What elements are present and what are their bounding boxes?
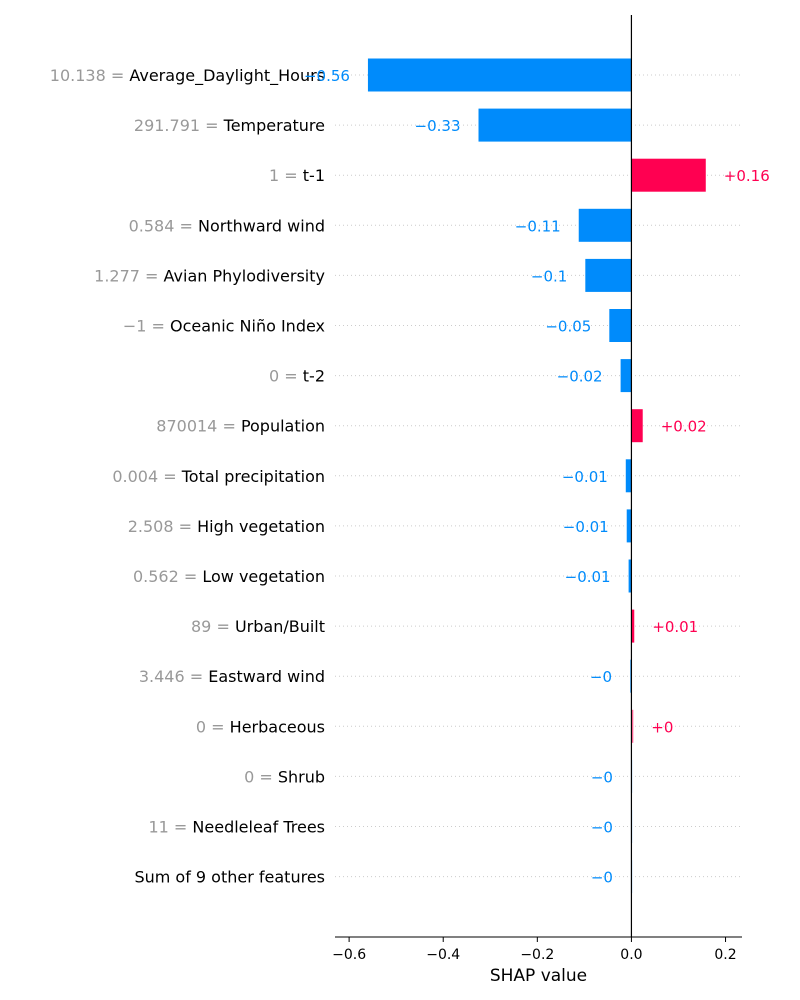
bar-value-label: −0.11 (515, 217, 561, 235)
feature-labels: 10.138 = Average_Daylight_Hours 291.791 =… (50, 66, 325, 887)
feature-label: 0.584 = Northward wind (129, 216, 325, 235)
bar-value-label: +0.02 (661, 418, 707, 436)
feature-value: 0.584 = (129, 216, 198, 235)
x-axis-title: SHAP value (490, 966, 587, 986)
feature-name: Needleleaf Trees (192, 818, 325, 837)
bar-value-label: −0.01 (563, 518, 609, 536)
feature-value: 0.562 = (133, 567, 202, 586)
feature-name: Sum of 9 other features (134, 868, 325, 887)
feature-value: 0.004 = (112, 467, 181, 486)
feature-label: 291.791 = Temperature (134, 116, 325, 135)
feature-name: Temperature (223, 116, 325, 135)
feature-label: 11 = Needleleaf Trees (148, 818, 325, 837)
bar-value-label: −0 (591, 819, 613, 837)
feature-label: 1.277 = Avian Phylodiversity (94, 266, 325, 285)
bar-value-label: −0.01 (562, 468, 608, 486)
shap-bar (578, 208, 632, 242)
feature-value: 89 = (191, 617, 235, 636)
bar-value-label: +0 (651, 718, 673, 736)
bar-value-label: +0.01 (652, 618, 698, 636)
feature-name: Population (241, 417, 325, 436)
grid-lines (335, 74, 742, 878)
bar-value-label: −0.05 (545, 318, 591, 336)
shap-bar (609, 309, 632, 342)
feature-value: 291.791 = (134, 116, 224, 135)
feature-name: Oceanic Niño Index (170, 317, 325, 336)
bar-value-label: −0.02 (557, 368, 603, 386)
bar-value-label: −0.1 (531, 267, 567, 285)
feature-value: 1 = (269, 166, 303, 185)
feature-label: 0.562 = Low vegetation (133, 567, 325, 586)
x-axis: −0.6 −0.4 −0.2 0.0 0.2 (332, 936, 742, 963)
feature-value: 3.446 = (139, 667, 208, 686)
feature-name: Avian Phylodiversity (164, 266, 325, 285)
x-tick-label: −0.2 (520, 947, 554, 963)
shap-bar (628, 559, 632, 593)
feature-value: 0 = (244, 767, 278, 786)
feature-name: Eastward wind (208, 667, 325, 686)
feature-name: t-1 (303, 166, 325, 185)
feature-name: Total precipitation (181, 467, 325, 486)
shap-bar (478, 108, 632, 142)
shap-bar (626, 509, 632, 543)
feature-name: Northward wind (198, 216, 325, 235)
shap-bar (367, 58, 632, 92)
feature-label: 3.446 = Eastward wind (139, 667, 325, 686)
feature-label: 0 = Herbaceous (196, 717, 325, 736)
feature-value: 0 = (269, 367, 303, 386)
shap-bar (630, 659, 632, 693)
bar-value-label: −0.01 (565, 568, 611, 586)
feature-label: 0 = Shrub (244, 767, 325, 786)
feature-label: 2.508 = High vegetation (128, 517, 325, 536)
bar-value-label: −0 (591, 869, 613, 887)
bar-value-label: +0.16 (724, 167, 770, 185)
bar-value-label: −0 (591, 768, 613, 786)
feature-name: High vegetation (197, 517, 325, 536)
feature-label: 0.004 = Total precipitation (112, 467, 325, 486)
feature-name: Shrub (278, 767, 325, 786)
feature-name: Herbaceous (230, 717, 325, 736)
feature-value: 0 = (196, 717, 230, 736)
feature-value: −1 = (123, 317, 170, 336)
bar-value-label: −0.56 (304, 67, 350, 85)
shap-bar (631, 709, 634, 743)
shap-bar (625, 459, 632, 493)
feature-value: 2.508 = (128, 517, 197, 536)
feature-label: 89 = Urban/Built (191, 617, 325, 636)
feature-value: 10.138 = (50, 66, 130, 85)
bar-value-label: −0.33 (415, 117, 461, 135)
shap-bar (620, 359, 632, 393)
feature-label: 870014 = Population (156, 417, 325, 436)
feature-value: 11 = (148, 818, 192, 837)
feature-label: 0 = t-2 (269, 367, 325, 386)
feature-name: Urban/Built (235, 617, 325, 636)
feature-name: t-2 (303, 367, 325, 386)
feature-label: Sum of 9 other features (134, 868, 325, 887)
feature-value: 870014 = (156, 417, 241, 436)
bars (367, 58, 706, 894)
feature-label: −1 = Oceanic Niño Index (123, 317, 325, 336)
shap-bar (631, 609, 635, 643)
feature-value: 1.277 = (94, 266, 163, 285)
bar-value-labels: −0.56 −0.33 +0.16 −0.11 −0.1 −0.05 −0.02 +0.02 −… (304, 67, 770, 887)
shap-bar (631, 158, 706, 192)
feature-name: Average_Daylight_Hours (129, 66, 325, 86)
x-tick-label: 0.0 (620, 947, 642, 963)
shap-bar (585, 258, 632, 292)
x-tick-label: 0.2 (714, 947, 736, 963)
x-tick-label: −0.4 (426, 947, 460, 963)
x-tick-label: −0.6 (332, 947, 366, 963)
shap-bar (631, 409, 643, 443)
feature-name: Low vegetation (202, 567, 325, 586)
feature-label: 1 = t-1 (269, 166, 325, 185)
feature-label: 10.138 = Average_Daylight_Hours (50, 66, 325, 86)
bar-value-label: −0 (590, 668, 612, 686)
